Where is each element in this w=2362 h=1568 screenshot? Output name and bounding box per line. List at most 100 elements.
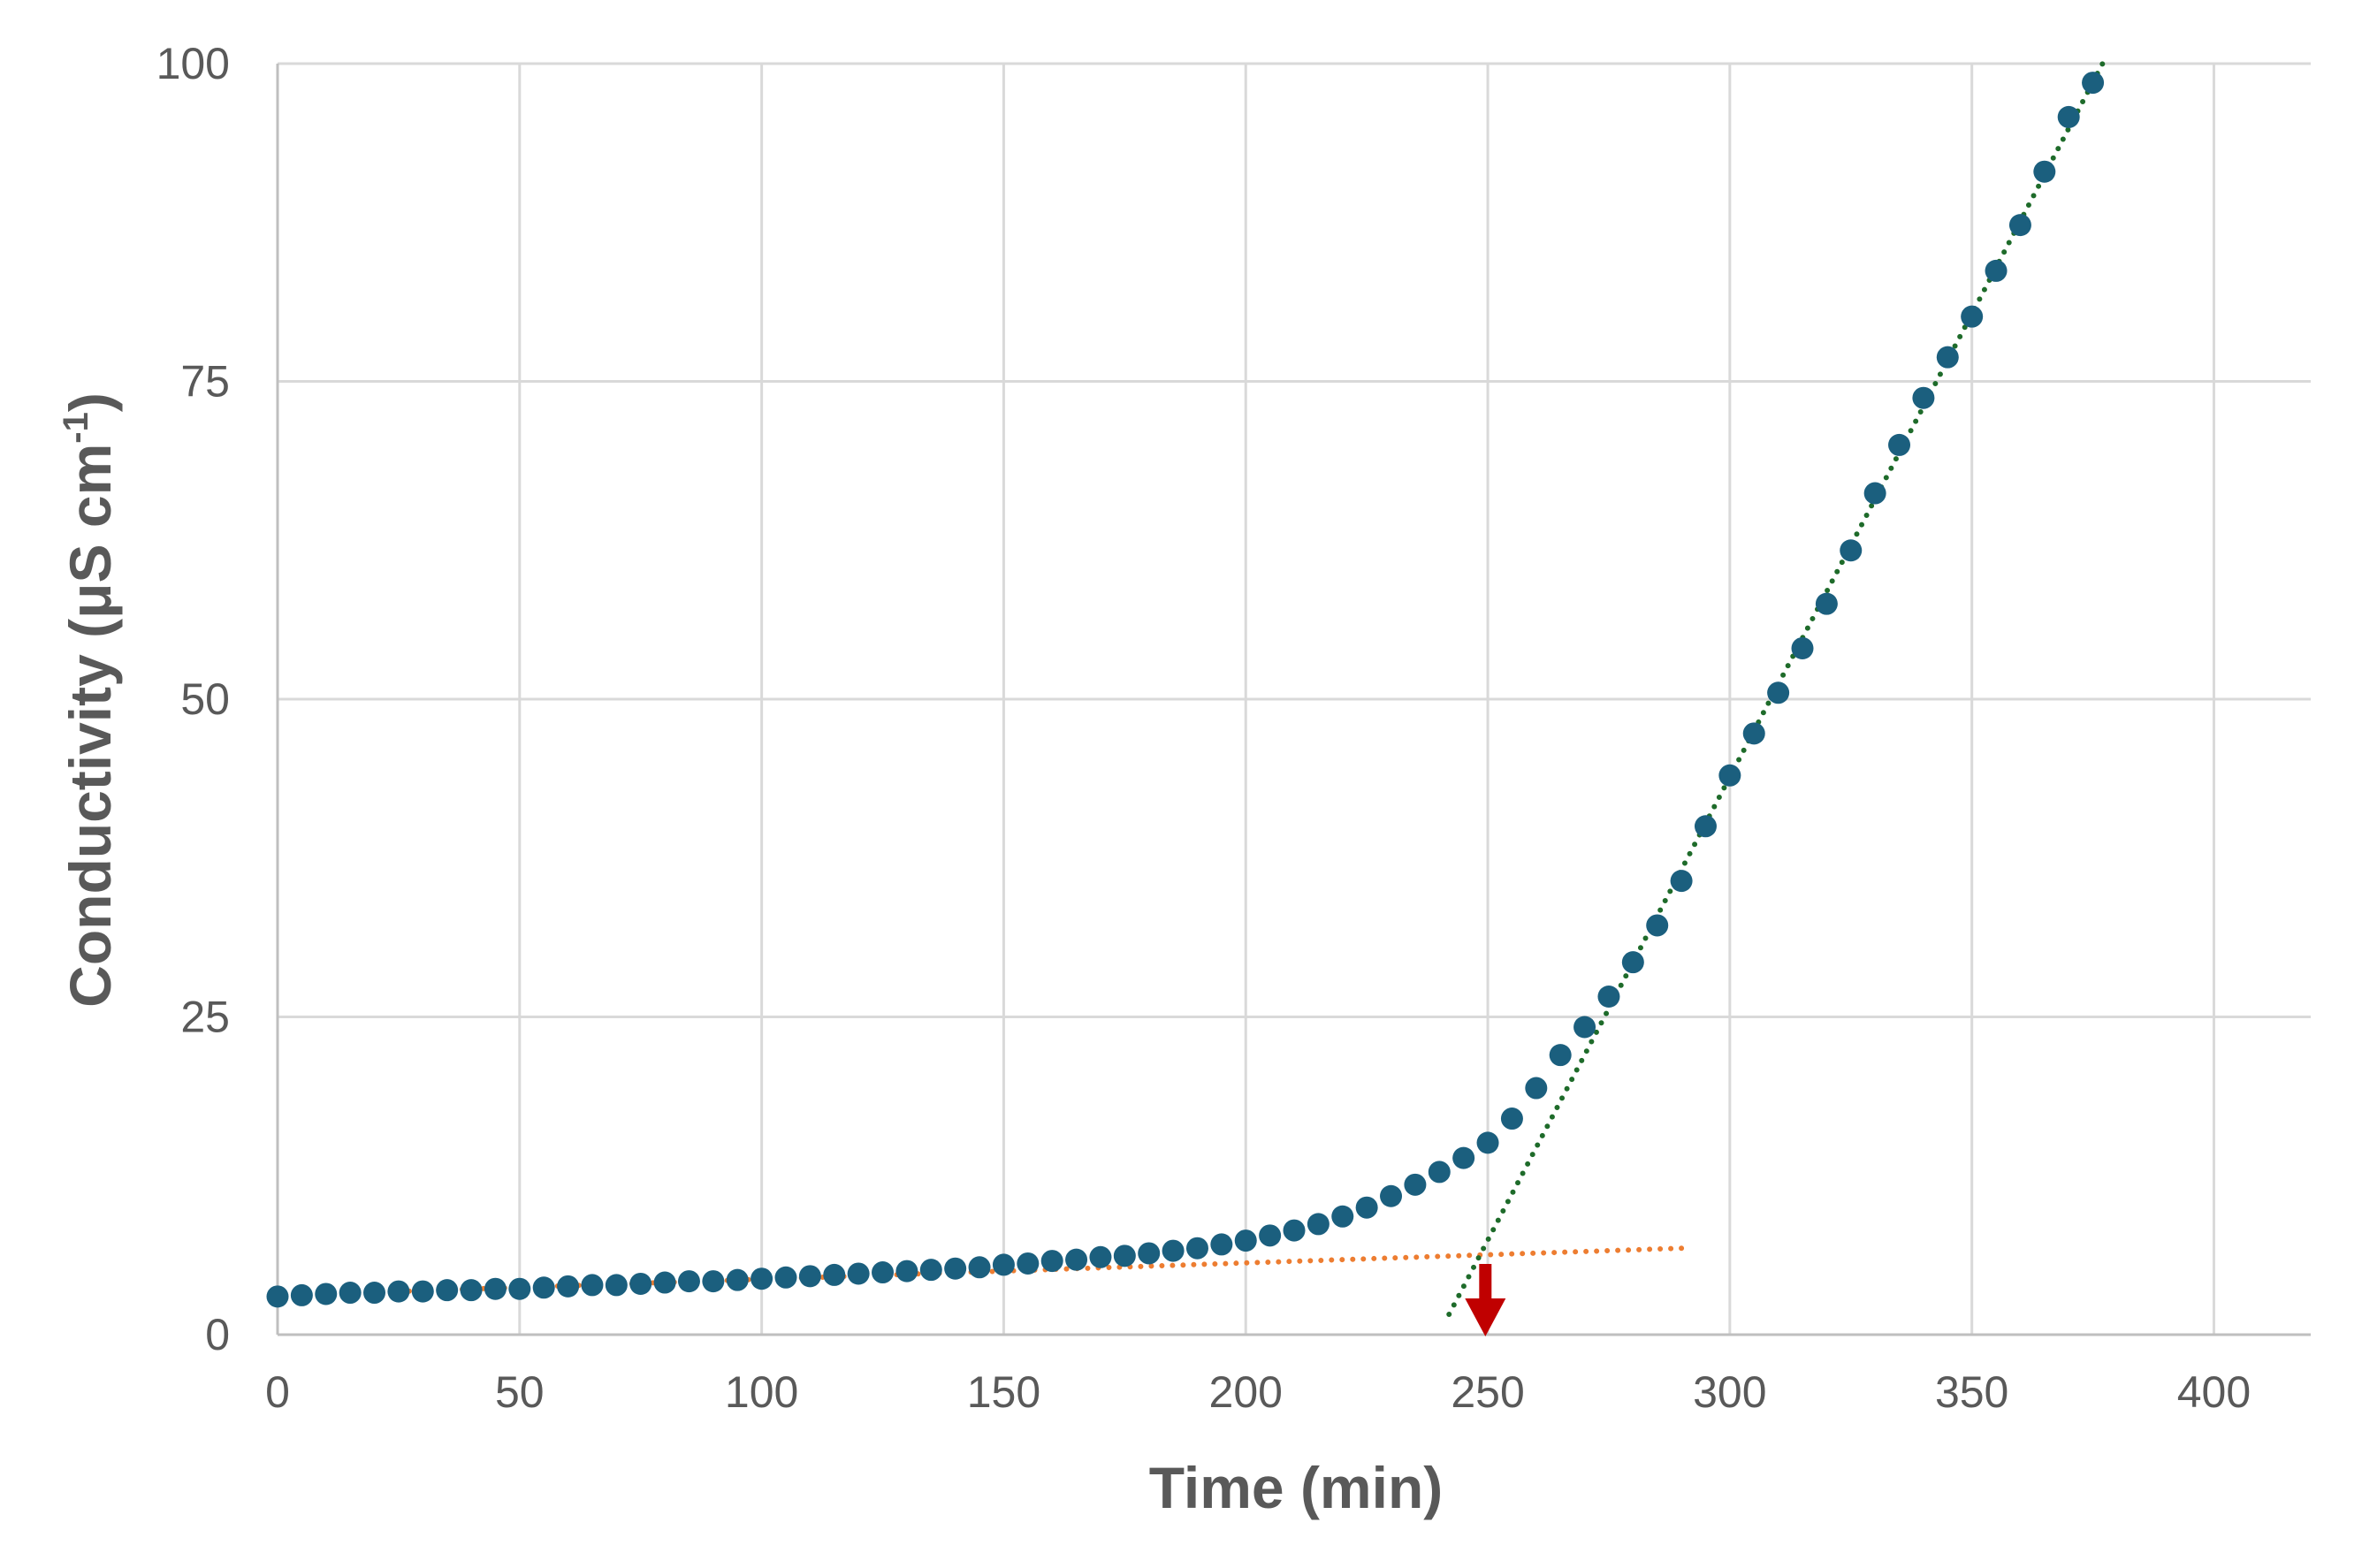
y-tick-label: 100 — [156, 39, 230, 88]
data-point — [1863, 482, 1886, 505]
data-point — [823, 1263, 846, 1286]
data-point — [1694, 815, 1717, 838]
data-point — [266, 1285, 289, 1308]
tick-labels: 0 50 100 150 200 250 300 350 400 0 25 50 75 100 — [156, 39, 2252, 1417]
data-point — [557, 1275, 580, 1298]
data-point — [436, 1279, 459, 1302]
data-point — [315, 1283, 338, 1305]
data-point — [1985, 259, 2008, 282]
data-point — [726, 1268, 749, 1291]
data-point — [702, 1270, 725, 1293]
data-point — [1840, 539, 1863, 562]
data-point — [1428, 1161, 1451, 1184]
trendlines — [395, 61, 2106, 1317]
x-tick-label: 250 — [1451, 1367, 1524, 1417]
data-point — [992, 1253, 1015, 1276]
data-point — [751, 1267, 773, 1290]
data-point — [1621, 951, 1644, 974]
data-point — [411, 1280, 434, 1303]
data-point — [532, 1276, 555, 1299]
x-tick-label: 100 — [725, 1367, 798, 1417]
data-point — [1113, 1245, 1136, 1267]
data-point — [605, 1274, 628, 1297]
data-point — [1646, 914, 1669, 937]
data-point — [968, 1256, 991, 1279]
data-points — [266, 72, 2105, 1308]
data-point — [677, 1270, 700, 1293]
x-tick-label: 150 — [967, 1367, 1040, 1417]
data-point — [1089, 1245, 1112, 1268]
data-point — [1476, 1131, 1499, 1154]
x-tick-label: 350 — [1935, 1367, 2008, 1417]
data-point — [1355, 1196, 1378, 1219]
data-point — [581, 1274, 604, 1297]
data-point — [508, 1277, 531, 1300]
data-point — [1185, 1237, 1208, 1260]
data-point — [339, 1282, 362, 1305]
data-point — [774, 1266, 797, 1289]
data-point — [363, 1282, 386, 1305]
data-point — [484, 1277, 507, 1300]
y-tick-label: 75 — [180, 357, 230, 407]
data-point — [1936, 346, 1959, 369]
data-point — [944, 1257, 967, 1280]
x-tick-label: 0 — [265, 1367, 290, 1417]
data-point — [895, 1260, 918, 1283]
data-point — [1307, 1213, 1330, 1236]
data-point — [1670, 870, 1693, 893]
data-point — [1065, 1248, 1088, 1271]
x-tick-label: 400 — [2177, 1367, 2251, 1417]
axes — [276, 64, 2311, 1336]
data-point — [629, 1272, 652, 1295]
arrow-shaft — [1479, 1264, 1492, 1301]
data-point — [2082, 72, 2105, 95]
x-tick-label: 200 — [1209, 1367, 1283, 1417]
data-point — [1210, 1233, 1233, 1256]
y-tick-label: 0 — [205, 1310, 230, 1359]
data-point — [1162, 1239, 1185, 1262]
data-point — [1331, 1205, 1354, 1228]
data-point — [1718, 764, 1741, 787]
data-point — [1525, 1077, 1548, 1100]
x-axis-title: Time (min) — [1149, 1455, 1443, 1520]
data-point — [1234, 1229, 1257, 1252]
y-axis-title: Conductivity (μS cm-1) — [57, 392, 123, 1008]
data-point — [1815, 592, 1838, 615]
data-point — [1549, 1044, 1572, 1067]
data-point — [653, 1271, 676, 1294]
data-point — [1888, 433, 1911, 456]
data-point — [919, 1259, 942, 1282]
data-point — [1452, 1146, 1475, 1169]
data-point — [460, 1279, 483, 1302]
data-point — [1791, 636, 1814, 659]
data-point — [1500, 1107, 1523, 1130]
data-point — [798, 1265, 821, 1288]
x-tick-label: 50 — [495, 1367, 545, 1417]
gridlines — [278, 62, 2311, 1335]
data-point — [2057, 105, 2080, 128]
y-axis-title-close: ) — [57, 392, 123, 412]
data-point — [2033, 160, 2056, 183]
x-tick-label: 300 — [1693, 1367, 1766, 1417]
data-point — [1573, 1016, 1596, 1039]
data-point — [1961, 305, 1984, 328]
data-point — [1912, 386, 1935, 409]
y-axis-title-superscript: -1 — [57, 412, 95, 444]
data-point — [2008, 214, 2031, 237]
y-tick-label: 25 — [180, 993, 230, 1042]
data-point — [1283, 1219, 1306, 1242]
data-point — [290, 1283, 313, 1306]
data-point — [847, 1262, 870, 1285]
data-point — [1767, 681, 1790, 704]
data-point — [1597, 985, 1620, 1008]
data-point — [1404, 1173, 1427, 1196]
arrow-head — [1465, 1298, 1506, 1336]
data-point — [872, 1261, 895, 1284]
data-point — [1040, 1250, 1063, 1273]
data-point — [1742, 722, 1765, 745]
y-tick-label: 50 — [180, 674, 230, 724]
data-point — [1380, 1184, 1403, 1207]
y-axis-title-main: Conductivity (μS cm — [57, 444, 123, 1008]
data-point — [387, 1280, 410, 1303]
